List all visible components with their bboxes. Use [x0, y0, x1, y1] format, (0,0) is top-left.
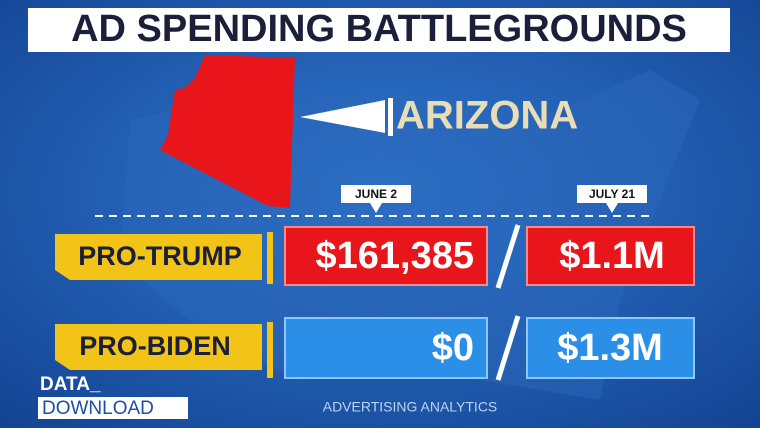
- arizona-shape: [160, 55, 295, 208]
- row-accent: [267, 232, 273, 284]
- source: ADVERTISING ANALYTICS: [323, 399, 498, 415]
- value-box: [284, 317, 488, 379]
- logo-bottom: DOWNLOAD: [42, 398, 154, 419]
- row-accent: [267, 322, 273, 378]
- date-arrow: [370, 203, 382, 213]
- column-header: JUNE 2 JULY 21: [341, 185, 647, 213]
- row-label-box: [55, 324, 262, 370]
- date-label: JULY 21: [589, 187, 635, 201]
- value: $0: [432, 327, 474, 369]
- row-label: PRO-TRUMP: [78, 241, 242, 271]
- value: $1.1M: [559, 235, 665, 277]
- value-box: [526, 317, 695, 379]
- title-box: [28, 8, 730, 52]
- title: AD SPENDING BATTLEGROUNDS: [71, 8, 687, 50]
- row-label-box: [55, 234, 262, 280]
- date-label: JUNE 2: [355, 187, 397, 201]
- row-label: PRO-BIDEN: [79, 331, 231, 361]
- logo-box: [38, 397, 188, 419]
- value: $161,385: [316, 235, 475, 277]
- logo-top: DATA_: [40, 374, 101, 395]
- value: $1.3M: [557, 327, 663, 369]
- date-box: [577, 185, 647, 203]
- pointer-bar: [388, 98, 393, 136]
- separator: [495, 315, 521, 381]
- separator: [495, 224, 521, 289]
- date-arrow: [606, 203, 618, 213]
- value-box: [284, 226, 488, 286]
- value-box: [526, 226, 695, 286]
- date-box: [341, 185, 411, 203]
- pointer: [300, 100, 385, 133]
- state-name: ARIZONA: [396, 94, 578, 138]
